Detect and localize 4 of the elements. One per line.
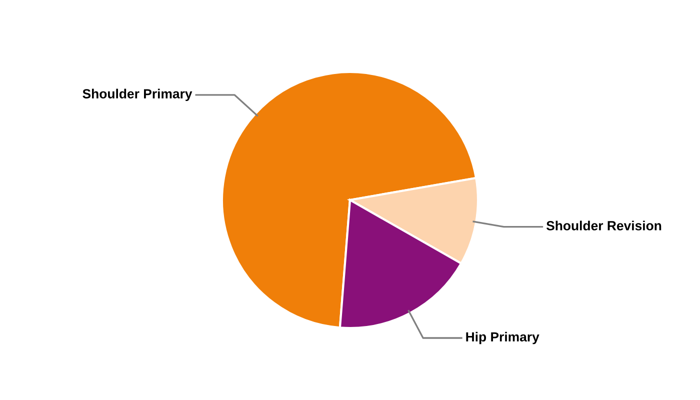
slice-label: Hip Primary [466, 332, 540, 344]
slice-label: Shoulder Primary [82, 88, 192, 102]
pie-slice [220, 70, 478, 329]
slice-label: Shoulder Revision [546, 220, 662, 230]
